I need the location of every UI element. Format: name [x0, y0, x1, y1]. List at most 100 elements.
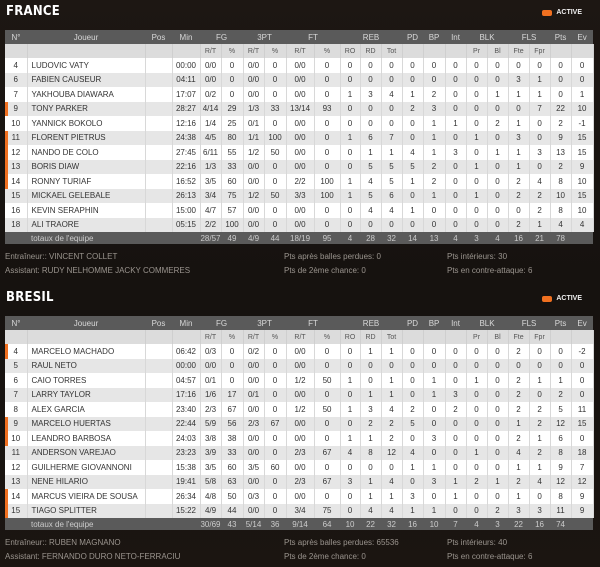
player-row[interactable]: 8 ALEX GARCIA 23:40 2/3 67 0/0 0 1/2 50 1 3 4 2 0 2 0 0 2… — [5, 402, 594, 417]
column-header[interactable]: REB — [340, 316, 403, 330]
player-row[interactable]: 9 MARCELO HUERTAS 22:44 5/9 56 2/3 67 0/0 0 0 2 2 5 0… — [5, 416, 594, 431]
player-row[interactable]: 10 LEANDRO BARBOSA 24:03 3/8 38 0/0 0 0/0 0 1 1 2 0 3… — [5, 431, 594, 446]
player-row[interactable]: 16 KEVIN SERAPHIN 15:00 4/7 57 0/0 0 0/0 0 0 4 4 1 0 0… — [5, 203, 594, 218]
player-position — [145, 87, 173, 102]
player-row[interactable]: 13 NENE HILARIO 19:41 5/8 63 0/0 0 2/3 67 3 1 4 0 3 1 2… — [5, 474, 594, 489]
column-header[interactable]: Pos — [145, 316, 172, 330]
player-row[interactable]: 5 RAUL NETO 00:00 0/0 0 0/0 0 0/0 0 0 0 0 0 0 0 0 0 0 0 0 0 — [5, 358, 594, 373]
player-name[interactable]: ALEX GARCIA — [27, 402, 146, 417]
stat-cell: 33 — [221, 159, 244, 174]
column-header[interactable]: BP — [423, 316, 446, 330]
stat-cell: 0 — [445, 460, 467, 475]
player-row[interactable]: 4 LUDOVIC VATY 00:00 0/0 0 0/0 0 0/0 0 0 0 0 0 0 0 0 0 0 0… — [5, 58, 594, 73]
column-header[interactable]: Joueur — [27, 30, 145, 44]
column-header[interactable]: FT — [286, 316, 341, 330]
column-header[interactable]: 3PT — [243, 30, 287, 44]
column-header[interactable]: FG — [200, 316, 244, 330]
column-header[interactable]: FLS — [508, 30, 551, 44]
column-header[interactable]: FG — [200, 30, 244, 44]
player-name[interactable]: ALI TRAORE — [27, 217, 146, 232]
stat-cell: 67 — [314, 445, 341, 460]
stat-cell: 0 — [508, 58, 530, 73]
stat-cell: 0 — [487, 460, 509, 475]
column-header[interactable]: BLK — [466, 30, 509, 44]
stat-cell: 0 — [423, 416, 446, 431]
column-header[interactable]: Pos — [145, 30, 172, 44]
player-name[interactable]: MARCELO MACHADO — [27, 344, 146, 359]
player-name[interactable]: FABIEN CAUSEUR — [27, 72, 146, 87]
column-header[interactable]: FT — [286, 30, 341, 44]
column-header[interactable]: Ev — [571, 316, 594, 330]
column-header[interactable]: Min — [172, 316, 200, 330]
player-row[interactable]: 6 CAIO TORRES 04:57 0/1 0 0/0 0 1/2 50 1 0 1 0 1 0 1 0 2 1… — [5, 373, 594, 388]
player-row[interactable]: 4 MARCELO MACHADO 06:42 0/3 0 0/2 0 0/0 0 0 1 1 0 0 0 0… — [5, 344, 594, 359]
stat-cell: 4/7 — [200, 203, 222, 218]
player-row[interactable]: 9 TONY PARKER 28:27 4/14 29 1/3 33 13/14 93 0 0 0 2 3… — [5, 101, 594, 116]
column-header[interactable]: BP — [423, 30, 446, 44]
stat-cell: 2 — [487, 116, 509, 131]
column-header[interactable]: Joueur — [27, 316, 145, 330]
player-row[interactable]: 11 FLORENT PIETRUS 24:38 4/5 80 1/1 100 0/0 0 1 6 7… — [5, 130, 594, 145]
player-name[interactable]: YAKHOUBA DIAWARA — [27, 87, 146, 102]
player-name[interactable]: TONY PARKER — [27, 101, 146, 116]
column-header[interactable]: FLS — [508, 316, 551, 330]
column-header[interactable]: Pts — [550, 30, 572, 44]
player-name[interactable]: LUDOVIC VATY — [27, 58, 146, 73]
column-header[interactable]: Int — [445, 316, 467, 330]
player-name[interactable]: NANDO DE COLO — [27, 145, 146, 160]
pts-fastbreak: Pts en contre-attaque: 6 — [447, 552, 533, 561]
player-name[interactable]: LEANDRO BARBOSA — [27, 431, 146, 446]
player-row[interactable]: 14 RONNY TURIAF 16:52 3/5 60 0/0 0 2/2 100 1 4 5 1 2 0… — [5, 174, 594, 189]
player-row[interactable]: 18 ALI TRAORE 05:15 2/2 100 0/0 0 0/0 0 0 0 0 0 0 0 0 0 2… — [5, 217, 594, 232]
player-name[interactable]: ANDERSON VAREJAO — [27, 445, 146, 460]
player-row[interactable]: 15 TIAGO SPLITTER 15:22 4/9 44 0/0 0 3/4 75 0 4 4 1 1… — [5, 503, 594, 518]
column-header[interactable]: Min — [172, 30, 200, 44]
player-row[interactable]: 14 MARCUS VIEIRA DE SOUSA 26:34 4/8 50 0/3 0 0/… — [5, 489, 594, 504]
player-name[interactable]: BORIS DIAW — [27, 159, 146, 174]
column-header[interactable]: Pts — [550, 316, 572, 330]
player-name[interactable]: LARRY TAYLOR — [27, 387, 146, 402]
player-row[interactable]: 10 YANNICK BOKOLO 12:16 1/4 25 0/1 0 0/0 0 0 0 0 0 1 1… — [5, 116, 594, 131]
player-name[interactable]: MARCUS VIEIRA DE SOUSA — [27, 489, 146, 504]
player-name[interactable]: TIAGO SPLITTER — [27, 503, 146, 518]
stat-cell: 0 — [264, 373, 287, 388]
column-header[interactable]: N° — [5, 30, 27, 44]
stat-cell: 0/0 — [286, 116, 315, 131]
player-name[interactable]: RAUL NETO — [27, 358, 146, 373]
player-name[interactable]: FLORENT PIETRUS — [27, 130, 146, 145]
stat-cell: 0/0 — [286, 72, 315, 87]
column-header[interactable]: PD — [402, 30, 424, 44]
column-header[interactable]: REB — [340, 30, 403, 44]
player-row[interactable]: 15 MICKAEL GELEBALE 26:13 3/4 75 1/2 50 3/3 100 1… — [5, 188, 594, 203]
player-name[interactable]: MICKAEL GELEBALE — [27, 188, 146, 203]
player-row[interactable]: 7 YAKHOUBA DIAWARA 17:07 0/2 0 0/0 0 0/0 0 1 3 4 1 2 0… — [5, 87, 594, 102]
column-header[interactable]: Ev — [571, 30, 594, 44]
column-header[interactable]: N° — [5, 316, 27, 330]
stat-cell: 0 — [445, 87, 467, 102]
stat-cell: 0 — [466, 460, 488, 475]
player-row[interactable]: 12 GUILHERME GIOVANNONI 15:38 3/5 60 3/5 60 0/0… — [5, 460, 594, 475]
column-header[interactable]: 3PT — [243, 316, 287, 330]
player-position — [145, 474, 173, 489]
player-row[interactable]: 6 FABIEN CAUSEUR 04:11 0/0 0 0/0 0 0/0 0 0 0 0 0 0 0 0 0… — [5, 72, 594, 87]
player-name[interactable]: GUILHERME GIOVANNONI — [27, 460, 146, 475]
player-name[interactable]: KEVIN SERAPHIN — [27, 203, 146, 218]
player-row[interactable]: 13 BORIS DIAW 22:16 1/3 33 0/0 0 0/0 0 0 5 5 5 2 0 1 0 1 0… — [5, 159, 594, 174]
stat-cell: 1 — [360, 145, 382, 160]
player-name[interactable]: RONNY TURIAF — [27, 174, 146, 189]
stat-cell: 0 — [221, 358, 244, 373]
player-name[interactable]: NENE HILARIO — [27, 474, 146, 489]
column-header[interactable]: Int — [445, 30, 467, 44]
player-row[interactable]: 7 LARRY TAYLOR 17:16 1/6 17 0/1 0 0/0 0 0 1 1 0 1 3 0 0 2… — [5, 387, 594, 402]
stat-cell: 50 — [314, 402, 341, 417]
player-name[interactable]: CAIO TORRES — [27, 373, 146, 388]
column-header[interactable]: PD — [402, 316, 424, 330]
stat-cell: 2/3 — [243, 416, 265, 431]
player-row[interactable]: 12 NANDO DE COLO 27:45 6/11 55 1/2 50 0/0 0 0 1 1 4 1… — [5, 145, 594, 160]
column-header[interactable]: BLK — [466, 316, 509, 330]
player-row[interactable]: 11 ANDERSON VAREJAO 23:23 3/9 33 0/0 0 2/3 67 4 8 1… — [5, 445, 594, 460]
player-name[interactable]: YANNICK BOKOLO — [27, 116, 146, 131]
stat-cell: 0 — [402, 188, 424, 203]
player-name[interactable]: MARCELO HUERTAS — [27, 416, 146, 431]
stat-cell: 0 — [423, 402, 446, 417]
